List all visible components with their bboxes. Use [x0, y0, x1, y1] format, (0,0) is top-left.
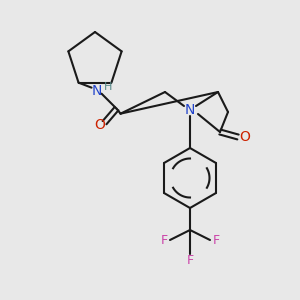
Text: O: O [240, 130, 250, 144]
Text: F: F [186, 254, 194, 266]
Text: O: O [94, 118, 105, 132]
Text: N: N [185, 103, 195, 117]
Text: N: N [92, 84, 102, 98]
Text: F: F [212, 233, 220, 247]
Text: F: F [160, 233, 168, 247]
Text: H: H [104, 82, 113, 92]
